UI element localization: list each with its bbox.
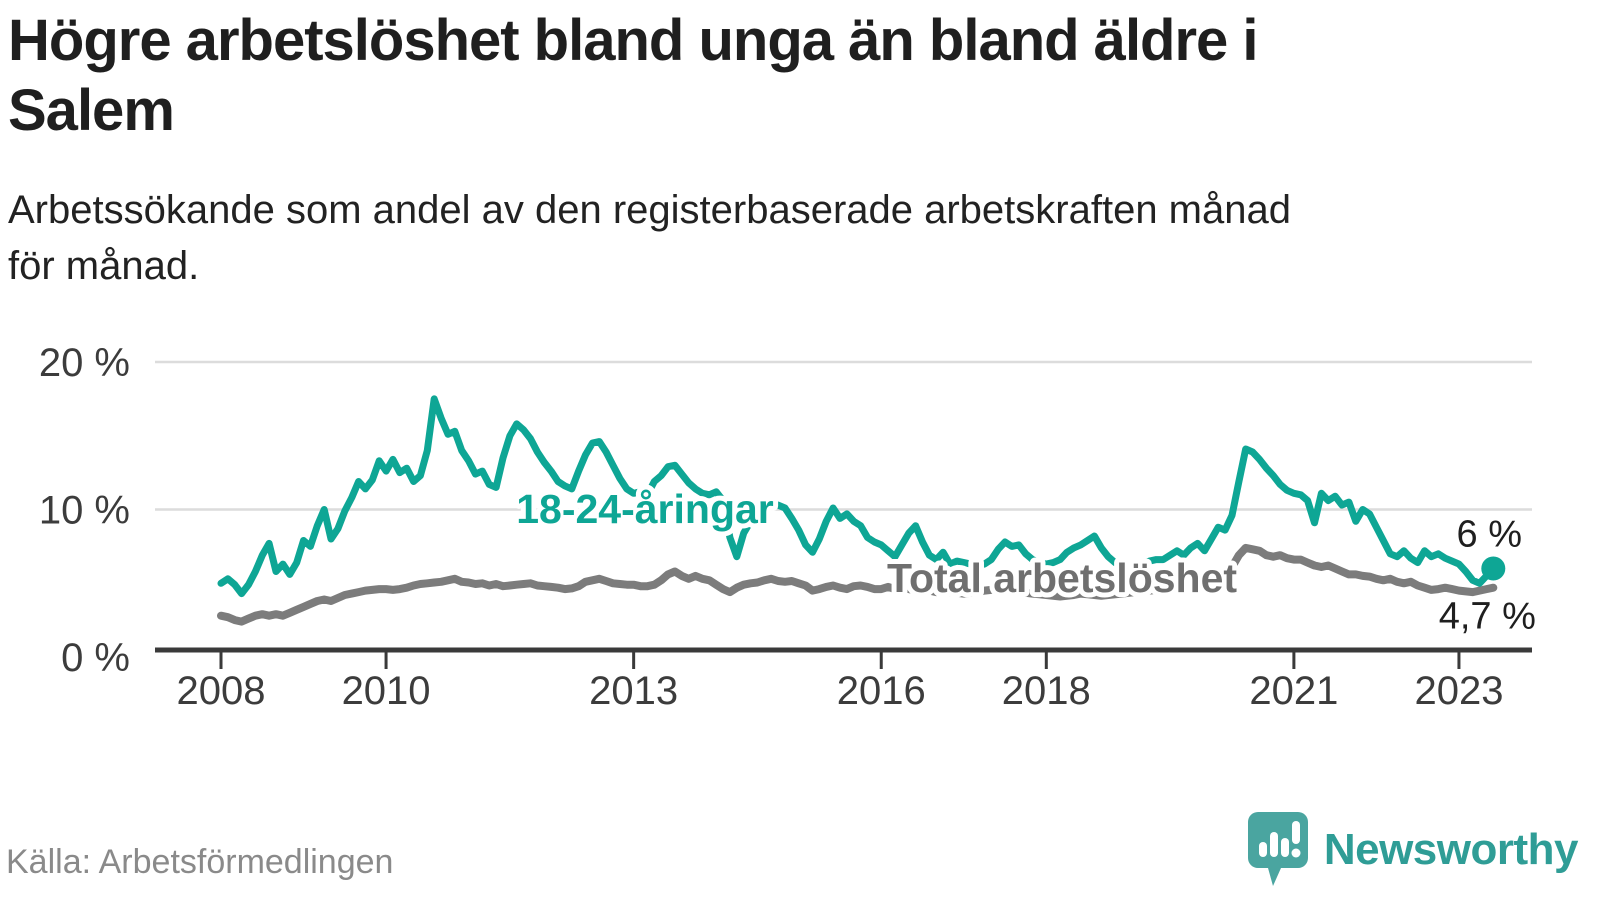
subtitle-line-1: Arbetssökande som andel av den registerb… [8,188,1291,232]
youth-latest-point [1481,556,1506,581]
x-tick-2018: 2018 [1002,669,1091,713]
youth-end-value-label: 6 % [1457,514,1522,556]
x-tick-2008: 2008 [177,669,266,713]
x-tick-2023: 2023 [1414,669,1503,713]
newsworthy-logo-text: Newsworthy [1323,825,1579,874]
x-tick-2016: 2016 [837,669,926,713]
subtitle-line-2: för månad. [8,244,200,288]
y-tick-10: 10 % [39,489,130,533]
x-axis-labels: 2008 2010 2013 2016 2018 2021 2023 [177,669,1504,713]
y-tick-0: 0 % [61,636,130,680]
x-tick-2010: 2010 [342,669,431,713]
x-tick-2021: 2021 [1249,669,1338,713]
source-credit: Källa: Arbetsförmedlingen [6,843,394,881]
youth-series-label: 18-24-åringar [516,486,774,532]
chart-footer: Källa: Arbetsförmedlingen Newsworthy [0,810,1600,900]
newsworthy-logo-icon [1247,812,1308,886]
chart-subtitle: Arbetssökande som andel av den registerb… [8,182,1568,294]
total-end-value-label: 4,7 % [1439,596,1536,638]
x-axis-ticks [219,650,1461,669]
youth-unemployment-line [217,395,1497,598]
x-tick-2013: 2013 [589,669,678,713]
y-tick-20: 20 % [39,341,130,385]
title-line-2: Salem [8,78,175,143]
title-line-1: Högre arbetslöshet bland unga än bland ä… [8,8,1259,73]
total-series-label: Total arbetslöshet [887,555,1237,601]
newsworthy-logo[interactable]: Newsworthy [1246,810,1579,890]
page-title: Högre arbetslöshet bland unga än bland ä… [8,6,1568,146]
y-axis-labels: 0 % 10 % 20 % [39,341,130,680]
total-unemployment-line [217,543,1498,626]
